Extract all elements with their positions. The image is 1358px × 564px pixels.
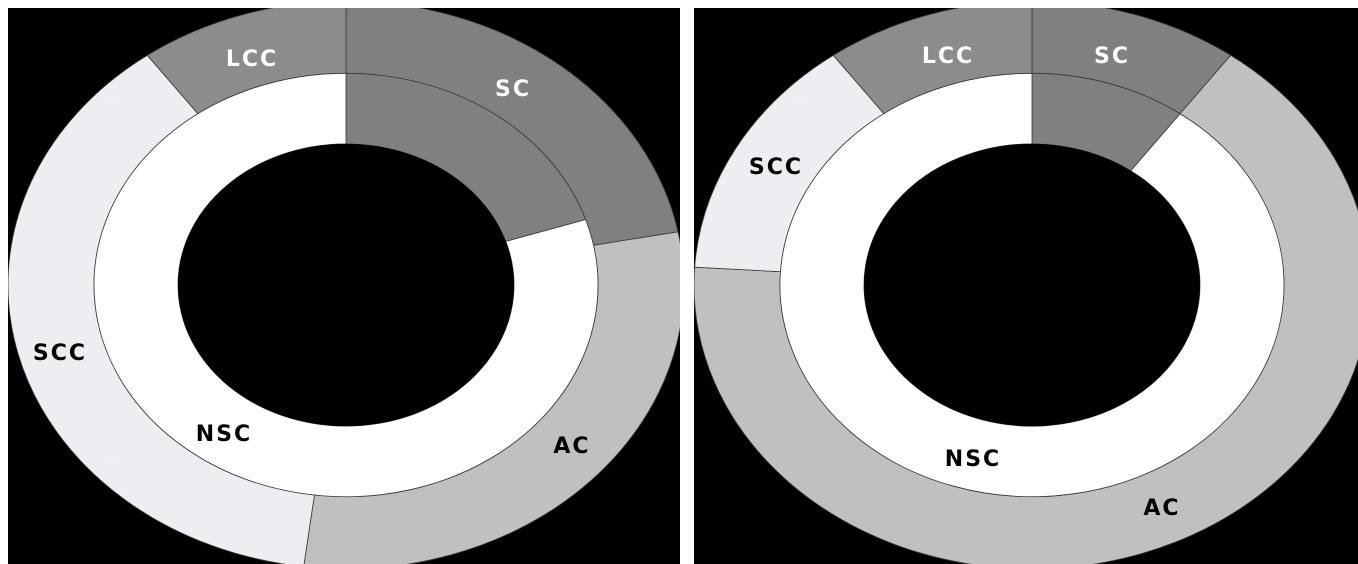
inner-label-nsc: NSC bbox=[945, 447, 1001, 472]
outer-label-lcc: LCC bbox=[922, 44, 974, 69]
left-donut-chart: SC AC SCC LCC NSC bbox=[8, 8, 680, 564]
outer-label-lcc: LCC bbox=[226, 47, 278, 72]
inner-label-nsc: NSC bbox=[196, 422, 252, 447]
donut-hole bbox=[178, 143, 514, 427]
donut-hole bbox=[864, 143, 1200, 427]
outer-label-ac: AC bbox=[1143, 496, 1180, 521]
outer-label-scc: SCC bbox=[33, 341, 87, 366]
outer-label-sc: SC bbox=[495, 77, 531, 102]
right-chart-panel: SC AC SCC LCC NSC bbox=[694, 8, 1358, 564]
right-donut-chart: SC AC SCC LCC NSC bbox=[694, 8, 1358, 564]
outer-label-scc: SCC bbox=[749, 155, 803, 180]
outer-label-sc: SC bbox=[1094, 44, 1130, 69]
outer-label-ac: AC bbox=[553, 434, 590, 459]
left-chart-panel: SC AC SCC LCC NSC bbox=[8, 8, 680, 564]
